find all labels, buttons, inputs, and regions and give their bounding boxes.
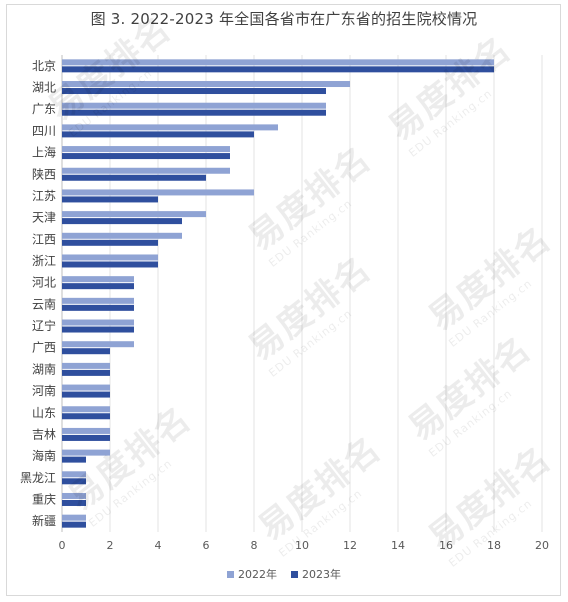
y-category-label: 新疆: [32, 513, 56, 528]
bar-2022: [62, 319, 134, 326]
y-category-label: 山东: [32, 406, 56, 420]
bar-2023: [62, 369, 110, 376]
bar-2022: [62, 124, 278, 131]
x-tick-label: 4: [155, 539, 162, 552]
bar-2023: [62, 304, 134, 311]
y-category-label: 江苏: [32, 189, 56, 203]
y-category-label: 北京: [32, 59, 56, 73]
bar-2022: [62, 471, 86, 478]
x-tick-label: 18: [487, 539, 501, 552]
bar-2022: [62, 427, 110, 434]
bar-2023: [62, 283, 134, 290]
legend-swatch-2023: [291, 570, 298, 578]
y-category-label: 黑龙江: [20, 471, 56, 485]
y-category-label: 陕西: [32, 166, 56, 181]
bar-2023: [62, 326, 134, 333]
bar-2023: [62, 434, 110, 441]
bar-2023: [62, 174, 206, 181]
y-category-label: 重庆: [32, 492, 56, 506]
bar-2022: [62, 232, 182, 239]
x-tick-label: 6: [203, 539, 210, 552]
bar-2022: [62, 81, 350, 88]
y-category-label: 浙江: [32, 254, 56, 268]
legend-swatch-2022: [227, 570, 234, 578]
bar-2023: [62, 218, 182, 225]
bar-2022: [62, 211, 206, 218]
y-category-label: 湖北: [32, 80, 56, 95]
bar-2023: [62, 261, 158, 268]
y-category-label: 辽宁: [32, 318, 56, 333]
bar-2023: [62, 66, 494, 73]
bar-2023: [62, 478, 86, 485]
bar-2022: [62, 492, 86, 499]
bar-2022: [62, 276, 134, 283]
x-tick-label: 2: [107, 539, 114, 552]
bar-2023: [62, 413, 110, 420]
bar-2022: [62, 341, 134, 348]
x-tick-label: 10: [295, 539, 309, 552]
x-tick-label: 20: [535, 539, 549, 552]
bar-2023: [62, 196, 158, 203]
y-category-label: 云南: [32, 296, 56, 311]
bar-2022: [62, 102, 326, 109]
bar-2023: [62, 109, 326, 116]
bar-2022: [62, 167, 230, 174]
bar-2023: [62, 456, 86, 463]
bar-2022: [62, 297, 134, 304]
legend: 2022年 2023年: [0, 566, 568, 582]
bar-2022: [62, 384, 110, 391]
bar-2022: [62, 146, 230, 153]
legend-label-2023: 2023年: [302, 568, 341, 581]
y-category-label: 天津: [32, 211, 56, 225]
bar-2023: [62, 521, 86, 528]
bar-2022: [62, 189, 254, 196]
legend-label-2022: 2022年: [238, 568, 277, 581]
bar-2023: [62, 88, 326, 95]
bar-2023: [62, 499, 86, 506]
bar-2022: [62, 59, 494, 66]
bar-2022: [62, 449, 110, 456]
bar-2023: [62, 239, 158, 246]
y-category-label: 广西: [32, 341, 56, 355]
bar-2023: [62, 348, 110, 355]
bar-2023: [62, 153, 230, 160]
x-tick-label: 12: [343, 539, 357, 552]
y-category-label: 河南: [32, 383, 56, 398]
x-tick-label: 8: [251, 539, 258, 552]
x-tick-label: 16: [439, 539, 453, 552]
bar-2022: [62, 514, 86, 521]
y-category-label: 湖南: [32, 361, 56, 376]
x-tick-label: 14: [391, 539, 405, 552]
y-category-label: 四川: [32, 124, 56, 138]
y-category-label: 广东: [32, 102, 56, 116]
bar-2022: [62, 362, 110, 369]
legend-item-2023: 2023年: [291, 566, 341, 582]
bar-2023: [62, 131, 254, 138]
legend-item-2022: 2022年: [227, 566, 277, 582]
bar-2022: [62, 254, 158, 261]
y-category-label: 上海: [32, 145, 56, 160]
y-category-label: 吉林: [32, 427, 56, 441]
bar-2022: [62, 406, 110, 413]
x-tick-label: 0: [59, 539, 66, 552]
y-category-label: 江西: [32, 232, 56, 246]
y-category-label: 河北: [32, 276, 56, 290]
bar-2023: [62, 391, 110, 398]
y-category-label: 海南: [32, 448, 56, 463]
chart-title: 图 3. 2022-2023 年全国各省市在广东省的招生院校情况: [90, 10, 478, 28]
